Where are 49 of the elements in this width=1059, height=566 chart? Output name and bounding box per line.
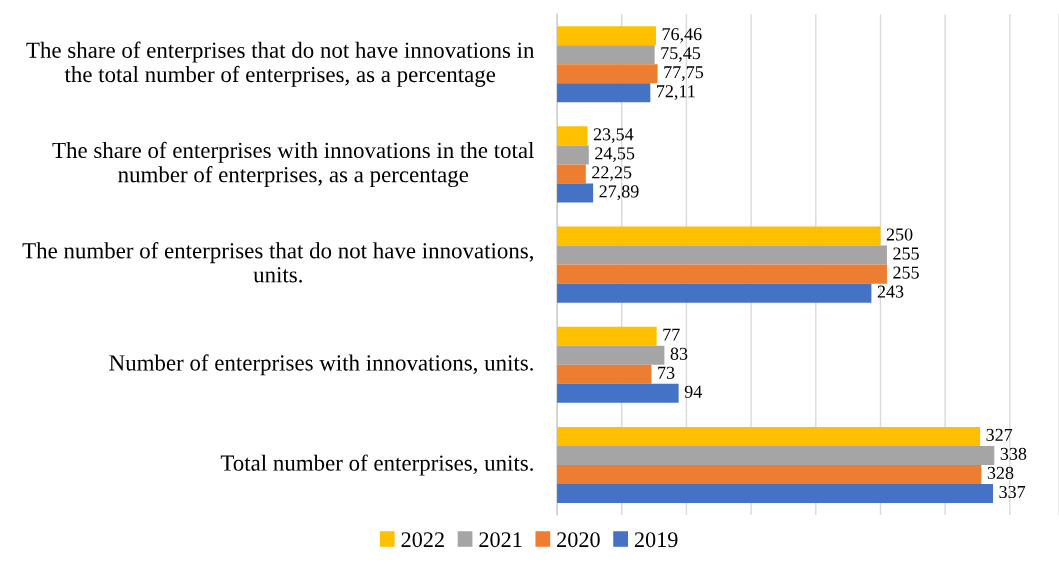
data-label: 250 [886, 228, 913, 241]
bar [557, 126, 588, 146]
bar [557, 264, 887, 284]
data-label: 338 [1000, 447, 1027, 460]
data-label: 77,75 [664, 66, 704, 81]
bar [557, 364, 652, 384]
data-label: 337 [999, 485, 1026, 499]
bar [557, 484, 994, 504]
data-label: 255 [893, 247, 919, 260]
bar [557, 464, 982, 484]
data-label: 77 [663, 328, 680, 341]
legend-label: 2020 [557, 532, 600, 548]
data-label: 75,45 [661, 47, 701, 62]
bar [557, 445, 995, 465]
data-label: 83 [670, 347, 688, 360]
y-tick-label: Total number of enterprises, units. [220, 454, 533, 476]
data-label: 22,25 [592, 166, 632, 182]
data-label: 76,46 [662, 28, 702, 43]
bar [557, 426, 981, 446]
y-tick-label: Number of enterprises with innovations, units. [109, 354, 533, 376]
bar [557, 326, 657, 346]
legend-label: 2022 [401, 532, 444, 548]
data-label: 72,11 [657, 85, 695, 100]
data-label: 73 [658, 366, 675, 379]
bar [557, 64, 658, 84]
bar [557, 345, 665, 365]
bar [557, 226, 881, 246]
legend-label: 2019 [634, 532, 678, 548]
y-tick-label: The share of enterprises that do not have innovations in the total number of enterprises, as a percentage [26, 41, 535, 87]
bar [557, 183, 594, 203]
data-label: 243 [877, 285, 904, 298]
data-label: 255 [893, 266, 919, 279]
data-label: 27,89 [599, 185, 639, 201]
data-label: 23,54 [593, 128, 634, 143]
data-label: 328 [987, 466, 1014, 480]
data-label: 24,55 [595, 147, 635, 163]
legend-label: 2021 [479, 532, 522, 548]
data-label: 327 [986, 428, 1013, 441]
bar [557, 26, 656, 46]
bar [557, 245, 887, 265]
bar [557, 45, 655, 65]
bar [557, 283, 872, 303]
data-label: 94 [684, 385, 702, 398]
bar [557, 164, 586, 184]
bar [557, 83, 651, 103]
bar [557, 145, 589, 165]
y-tick-label: The share of enterprises with innovations in the total number of enterprises, as a percentage [52, 141, 534, 188]
bar [557, 383, 679, 403]
y-tick-label: The number of enterprises that do not have innovations, units. [22, 242, 533, 283]
